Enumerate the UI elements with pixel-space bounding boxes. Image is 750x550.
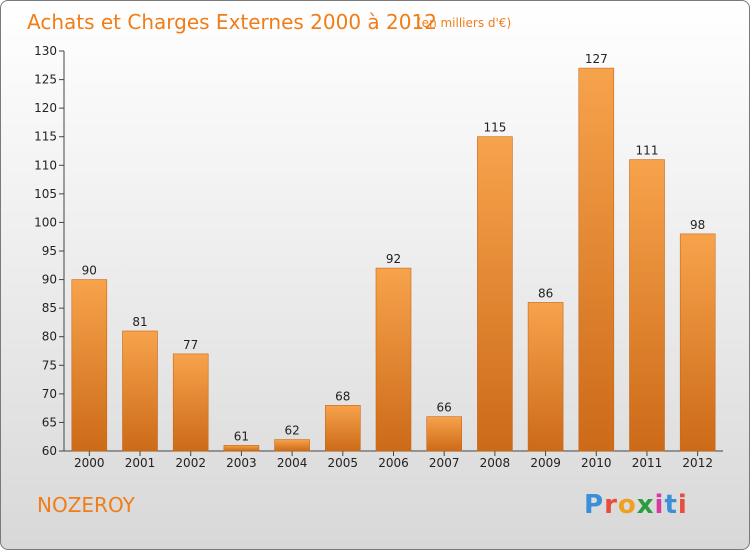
chart-title: Achats et Charges Externes 2000 à 2012 — [27, 10, 437, 34]
x-tick-label: 2011 — [632, 456, 663, 470]
x-tick-label: 2000 — [74, 456, 105, 470]
x-tick-label: 2003 — [226, 456, 257, 470]
y-tick-label: 75 — [42, 358, 57, 372]
bar — [71, 279, 108, 452]
bar — [223, 444, 260, 452]
bar-value-label: 86 — [538, 286, 553, 300]
bars: 90 81 77 61 62 68 92 66 115 86 127 111 98 — [71, 52, 716, 452]
bar-value-label: 92 — [386, 252, 401, 266]
bar-value-label: 77 — [183, 338, 198, 352]
bar-value-label: 111 — [636, 144, 659, 158]
y-tick-label: 125 — [34, 73, 57, 87]
bar-value-label: 127 — [585, 52, 608, 66]
logo-letter: o — [617, 490, 637, 520]
bar-value-label: 81 — [132, 315, 147, 329]
logo-letter: x — [636, 490, 655, 520]
x-tick-label: 2001 — [125, 456, 156, 470]
x-tick-label: 2010 — [581, 456, 612, 470]
logo-letter: t — [664, 490, 678, 520]
bar-value-label: 90 — [82, 264, 97, 278]
bar — [578, 67, 615, 452]
x-tick-label: 2004 — [277, 456, 308, 470]
y-tick-label: 110 — [34, 158, 57, 172]
bar — [375, 267, 412, 452]
x-tick-label: 2012 — [682, 456, 713, 470]
x-tick-label: 2005 — [328, 456, 359, 470]
bar — [172, 353, 209, 452]
y-tick-label: 60 — [42, 444, 57, 458]
y-tick-label: 80 — [42, 330, 57, 344]
bar-value-label: 61 — [234, 429, 249, 443]
y-tick-label: 100 — [34, 215, 57, 229]
bar-value-label: 66 — [437, 401, 452, 415]
bar — [426, 416, 463, 452]
axes: 60 65 70 75 80 85 90 95 100 105 110 115 120 125 130 200… — [34, 44, 723, 470]
y-tick-label: 120 — [34, 101, 57, 115]
bar — [629, 159, 665, 452]
bar — [324, 404, 361, 452]
logo-letter: i — [654, 490, 665, 520]
y-tick-label: 105 — [34, 187, 57, 201]
y-tick-label: 65 — [42, 415, 57, 429]
bar — [679, 233, 716, 452]
x-tick-label: 2006 — [378, 456, 409, 470]
commune-name: NOZEROY — [37, 493, 135, 517]
x-tick-label: 2009 — [530, 456, 561, 470]
y-tick-label: 130 — [34, 44, 57, 58]
y-tick-label: 95 — [42, 244, 57, 258]
x-tick-label: 2002 — [175, 456, 206, 470]
logo-letter: r — [604, 490, 618, 520]
bar-value-label: 68 — [335, 389, 350, 403]
bar-value-label: 115 — [483, 121, 506, 135]
y-tick-label: 85 — [42, 301, 57, 315]
bar — [122, 330, 158, 452]
chart-subtitle: (en milliers d'€) — [417, 16, 511, 30]
bar — [274, 439, 310, 452]
bar-value-label: 98 — [690, 218, 705, 232]
logo-letter: P — [584, 490, 605, 520]
x-tick-label: 2008 — [480, 456, 511, 470]
logo-letter: i — [677, 490, 688, 520]
proxiti-logo: Proxiti — [584, 490, 688, 520]
y-tick-label: 115 — [34, 130, 57, 144]
y-tick-label: 90 — [42, 273, 57, 287]
bar-value-label: 62 — [284, 424, 299, 438]
bar — [477, 136, 513, 452]
bar — [527, 302, 564, 452]
x-tick-label: 2007 — [429, 456, 460, 470]
y-tick-label: 70 — [42, 387, 57, 401]
